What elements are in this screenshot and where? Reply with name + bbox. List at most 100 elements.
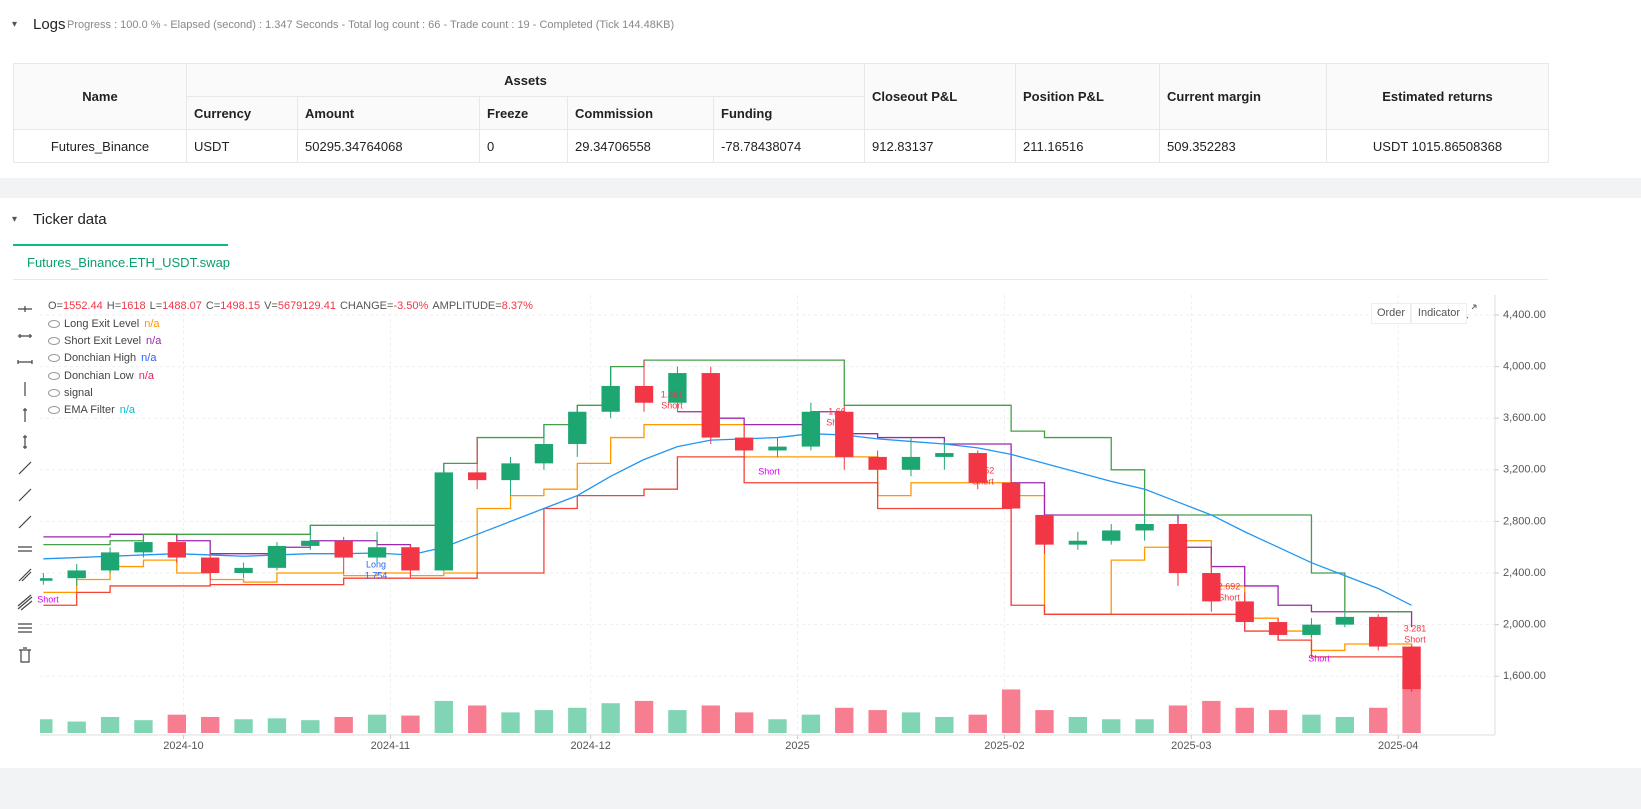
volume-bar [568, 707, 587, 733]
candle-body [601, 385, 620, 412]
candle-body [201, 557, 220, 574]
info-label: H= [106, 300, 122, 312]
volume-bar [434, 700, 453, 733]
legend-item: Long Exit Level n/a [48, 318, 160, 330]
signal-label: 1.852 [972, 465, 995, 475]
tool-icon[interactable] [18, 568, 32, 582]
candle-body [734, 437, 754, 451]
legend-name: Donchian Low [64, 369, 134, 382]
x-tick-label: 2024-11 [371, 740, 411, 752]
info-label: L= [149, 300, 163, 312]
tool-icon[interactable] [18, 546, 32, 552]
assets-table: Name Assets Closeout P&L Position P&L Cu… [13, 63, 1549, 163]
header-cell: Current margin [1159, 63, 1327, 130]
x-tick-label: 2025-04 [1378, 740, 1418, 752]
info-value: -3.50% [393, 300, 429, 312]
tool-icon[interactable] [18, 461, 32, 475]
signal-label: 3.281 [1404, 623, 1427, 633]
tool-icon[interactable] [18, 623, 32, 633]
eye-icon [48, 337, 60, 346]
legend-status: n/a [144, 318, 160, 330]
volume-bar [267, 718, 287, 733]
order-button[interactable]: Order [1371, 303, 1411, 324]
candle-body [701, 373, 720, 438]
candle-body [1302, 624, 1321, 635]
x-tick-label: 2025-03 [1171, 740, 1211, 752]
candle-body [1102, 530, 1121, 541]
y-tick-label: 4,000.00 [1503, 361, 1546, 373]
volume-bar [1235, 707, 1254, 733]
candle-body [501, 463, 520, 481]
volume-bar [134, 720, 153, 733]
indicator-button[interactable]: Indicator [1411, 303, 1467, 324]
ohlc-info: O=1552.44 H=1618 L=1488.07 C=1498.15 V=56791… [48, 300, 537, 312]
volume-bar [167, 714, 187, 733]
candle-body [434, 472, 453, 571]
logs-status: Progress : 100.0 % - Elapsed (second) : … [67, 19, 675, 31]
collapse-icon[interactable]: ▾ [12, 214, 18, 225]
header-cell: Funding [713, 96, 865, 130]
tab-border [13, 279, 1548, 280]
volume-bar [1068, 716, 1088, 733]
legend-name: Short Exit Level [64, 335, 142, 348]
candle-body [1369, 616, 1388, 647]
volume-bar [40, 719, 53, 733]
y-tick-label: 3,200.00 [1503, 464, 1546, 476]
volume-bar [668, 710, 687, 733]
info-value: 1552.44 [62, 300, 103, 312]
info-value: 5679129.41 [277, 300, 336, 312]
legend-status: n/a [119, 404, 136, 416]
y-tick-label: 1,600.00 [1503, 670, 1546, 682]
candle-body [1235, 601, 1254, 623]
cell: 29.34706558 [567, 129, 714, 163]
candle-body [1001, 482, 1021, 509]
info-label: V= [264, 300, 278, 312]
tool-icon[interactable] [19, 647, 31, 663]
candle-body [668, 373, 687, 403]
x-tick-label: 2025 [785, 740, 809, 752]
volume-bar [868, 710, 887, 733]
legend-status: n/a [141, 352, 157, 365]
toolbar [17, 306, 33, 663]
candle-body [67, 570, 86, 579]
indicator-line [43, 359, 1412, 613]
symbol-tab[interactable]: Futures_Binance.ETH_USDT.swap [13, 244, 230, 280]
header-cell: Commission [567, 96, 714, 130]
info-label: AMPLITUDE= [432, 300, 502, 312]
volume-bar [901, 712, 921, 733]
legend-name: EMA Filter [64, 404, 115, 416]
volume-bar [501, 712, 520, 733]
tool-icon[interactable] [18, 306, 32, 312]
volume-bar [534, 710, 554, 733]
tool-icon[interactable] [17, 360, 33, 364]
candle-body [901, 456, 921, 470]
x-tick-label: 2024-10 [163, 740, 203, 752]
candle-body [935, 453, 954, 457]
volume-bar [1402, 678, 1421, 733]
collapse-icon[interactable]: ▾ [12, 19, 18, 30]
y-tick-label: 2,400.00 [1503, 567, 1546, 579]
candle-body [467, 472, 487, 481]
signal-label: Short [1404, 634, 1426, 644]
legend-name: Donchian High [64, 352, 137, 365]
y-tick-label: 2,000.00 [1503, 619, 1546, 631]
tool-icon[interactable] [17, 594, 33, 611]
y-tick-label: 4,400.00 [1503, 309, 1546, 321]
axes: 1,600.00 2,000.00 2,400.00 2,800.00 3,200.00… [40, 295, 1546, 752]
volume-bar [1369, 707, 1388, 733]
info-label: C= [205, 300, 221, 312]
tool-icon[interactable] [18, 515, 32, 529]
chart: ShortLong1.7541.481ShortShort1.66Short1.… [17, 295, 1546, 752]
volume-bar [968, 714, 987, 733]
volume-bar [201, 716, 220, 733]
tool-icon[interactable] [18, 488, 32, 502]
volume-bar [1035, 710, 1054, 733]
tool-icon[interactable] [23, 408, 27, 422]
header-cell: Assets [186, 63, 865, 97]
tool-icon[interactable] [23, 435, 27, 449]
cell: USDT 1015.86508368 [1326, 129, 1549, 163]
tool-icon[interactable] [18, 334, 32, 338]
candle-body [401, 547, 420, 571]
header-cell: Freeze [479, 96, 568, 130]
